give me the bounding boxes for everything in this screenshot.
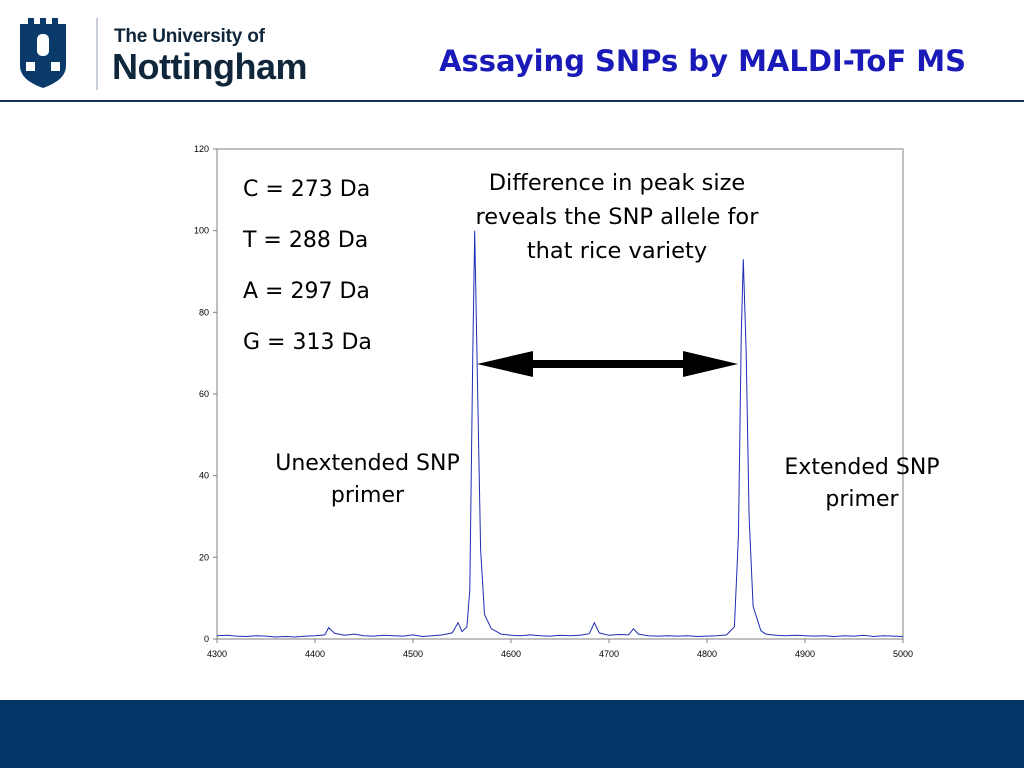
y-tick-label: 20 <box>199 552 209 562</box>
logo-text-line2: Nottingham <box>112 46 307 87</box>
y-tick-label: 40 <box>199 471 209 481</box>
spectrum-chart: 0 20 40 60 80 100 120 4300 4400 4500 4600 4700 4800 4… <box>194 144 913 659</box>
y-tick-label: 0 <box>204 634 209 644</box>
mass-item-t: T = 288 Da <box>243 228 369 253</box>
castle-crest-icon <box>20 18 66 88</box>
x-tick-label: 4400 <box>305 649 325 659</box>
logo-text-line1: The University of <box>114 26 265 47</box>
x-tick-label: 5000 <box>893 649 913 659</box>
x-tick-label: 4700 <box>599 649 619 659</box>
x-tick-label: 4900 <box>795 649 815 659</box>
y-tick-label: 60 <box>199 389 209 399</box>
extended-primer-label: Extended SNP primer <box>784 455 940 512</box>
x-tick-label: 4800 <box>697 649 717 659</box>
university-logo: The University of Nottingham <box>16 16 307 92</box>
header-rule <box>0 100 1024 102</box>
x-tick-label: 4600 <box>501 649 521 659</box>
double-arrow <box>477 351 738 377</box>
mass-item-a: A = 297 Da <box>243 279 370 304</box>
spectrum-trace <box>217 230 903 638</box>
mass-item-c: C = 273 Da <box>243 177 371 202</box>
mass-list: C = 273 Da T = 288 Da A = 297 Da G = 313… <box>243 164 372 368</box>
unextended-primer-label: Unextended SNP primer <box>275 451 460 508</box>
x-tick-label: 4300 <box>207 649 227 659</box>
difference-callout: Difference in peak size reveals the SNP … <box>475 170 759 264</box>
y-tick-label: 80 <box>199 307 209 317</box>
x-tick-label: 4500 <box>403 649 423 659</box>
mass-item-g: G = 313 Da <box>243 330 372 355</box>
slide-title: Assaying SNPs by MALDI-ToF MS <box>439 44 966 78</box>
y-tick-label: 120 <box>194 144 209 154</box>
logo-divider <box>96 18 98 90</box>
plot-area <box>216 148 904 640</box>
footer-bar <box>0 700 1024 768</box>
y-tick-label: 100 <box>194 226 209 236</box>
